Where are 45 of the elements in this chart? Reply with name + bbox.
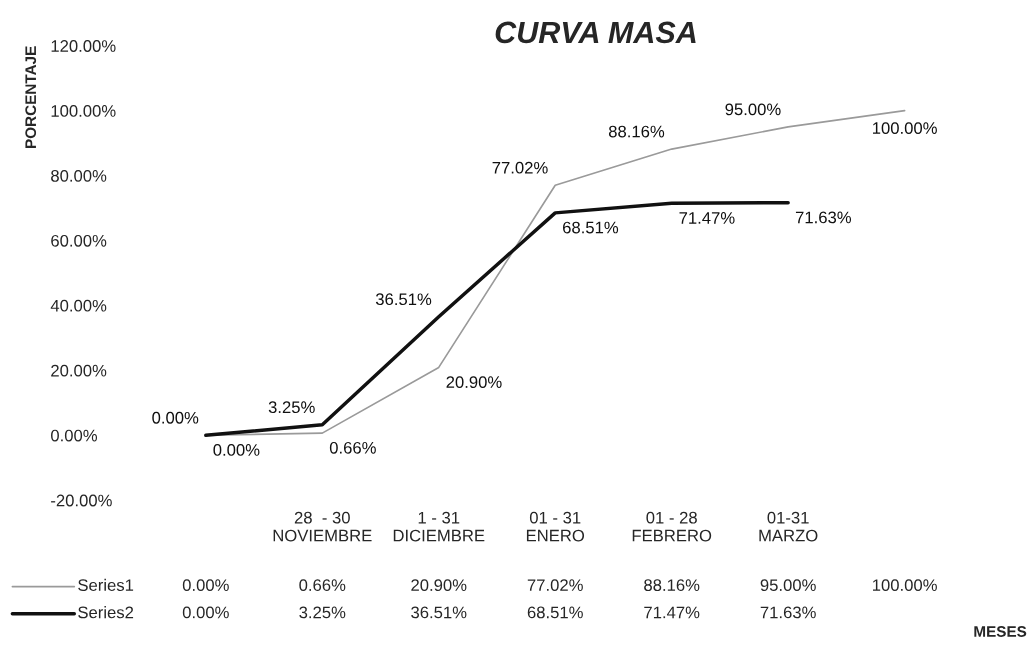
text: 77.02% (492, 161, 548, 174)
data-label: 71.47% (644, 606, 700, 619)
y-tick-label: 40.00% (50, 299, 107, 312)
text: MESES (974, 626, 1027, 637)
text: 88.16% (608, 125, 665, 138)
text: 20.90% (446, 376, 502, 388)
y-axis-title: PORCENTAJE (25, 46, 37, 148)
text: 0.00% (152, 411, 199, 424)
text: 68.51% (563, 221, 619, 234)
y-tick-label: 80.00% (51, 169, 107, 182)
legend-label: Series1 (78, 578, 134, 592)
data-label: 88.16% (644, 579, 700, 592)
data-label: 77.02% (527, 579, 583, 592)
chart-title: CURVA MASA (495, 21, 696, 44)
x-tick-label: 28 - 30 NOVIEMBRE (273, 511, 372, 542)
x-tick-label: 01 - 31 ENERO (526, 511, 585, 542)
data-label: 71.63% (760, 606, 816, 619)
y-tick-label: 120.00% (51, 40, 116, 52)
data-label: 68.51% (527, 606, 583, 619)
x-tick-label: 1 - 31 DICIEMBRE (393, 511, 485, 542)
data-label: 100.00% (873, 579, 937, 592)
data-label: 0.00% (182, 606, 229, 619)
text: 100.00% (873, 122, 937, 134)
text: 3.25% (268, 401, 315, 414)
y-tick-label: 20.00% (51, 364, 107, 377)
data-label: 0.00% (182, 579, 229, 592)
text: 71.47% (679, 212, 735, 224)
data-label: 95.00% (760, 579, 816, 592)
data-label: 0.66% (299, 579, 346, 592)
x-tick-label: 01 - 28 FEBRERO (632, 511, 712, 542)
line-series (204, 201, 790, 438)
data-label: 20.90% (411, 579, 467, 592)
text: 36.51% (375, 293, 432, 306)
text: 0.00% (213, 444, 260, 456)
text: 71.63% (795, 211, 852, 224)
y-tick-label: 60.00% (51, 234, 107, 247)
text: 95.00% (725, 103, 781, 116)
y-tick-label: 0.00% (51, 429, 98, 442)
text: 0.66% (329, 441, 376, 454)
x-tick-label: 01-31 MARZO (759, 511, 818, 542)
legend-label: Series2 (78, 606, 134, 619)
data-label: 36.51% (411, 606, 467, 619)
data-label: 3.25% (299, 606, 346, 619)
y-tick-label: 100.00% (51, 105, 116, 117)
y-tick-label: -20.00% (51, 494, 112, 507)
